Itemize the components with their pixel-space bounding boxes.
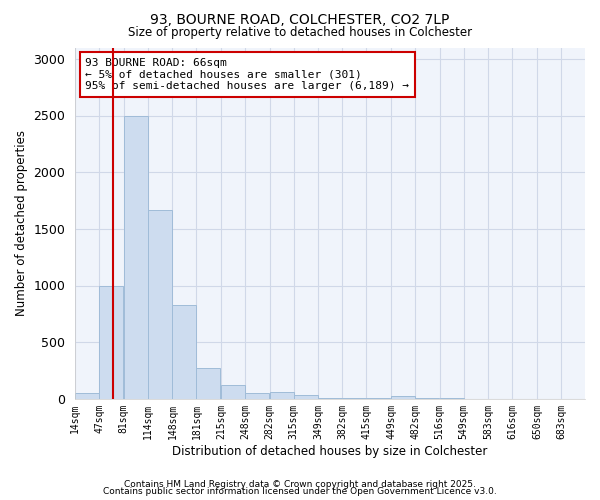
X-axis label: Distribution of detached houses by size in Colchester: Distribution of detached houses by size … [172, 444, 488, 458]
Text: Size of property relative to detached houses in Colchester: Size of property relative to detached ho… [128, 26, 472, 39]
Text: 93 BOURNE ROAD: 66sqm
← 5% of detached houses are smaller (301)
95% of semi-deta: 93 BOURNE ROAD: 66sqm ← 5% of detached h… [85, 58, 409, 91]
Text: Contains public sector information licensed under the Open Government Licence v3: Contains public sector information licen… [103, 487, 497, 496]
Bar [99, 286, 123, 399]
Bar [124, 116, 148, 399]
Bar [148, 210, 172, 399]
Bar [343, 398, 367, 399]
Bar [196, 368, 220, 399]
Bar [75, 393, 99, 399]
Text: 93, BOURNE ROAD, COLCHESTER, CO2 7LP: 93, BOURNE ROAD, COLCHESTER, CO2 7LP [151, 12, 449, 26]
Bar [221, 385, 245, 399]
Y-axis label: Number of detached properties: Number of detached properties [15, 130, 28, 316]
Bar [245, 393, 269, 399]
Bar [367, 398, 391, 399]
Bar [391, 396, 415, 399]
Bar [319, 398, 343, 399]
Bar [415, 398, 439, 399]
Bar [270, 392, 294, 399]
Bar [294, 395, 318, 399]
Bar [172, 305, 196, 399]
Text: Contains HM Land Registry data © Crown copyright and database right 2025.: Contains HM Land Registry data © Crown c… [124, 480, 476, 489]
